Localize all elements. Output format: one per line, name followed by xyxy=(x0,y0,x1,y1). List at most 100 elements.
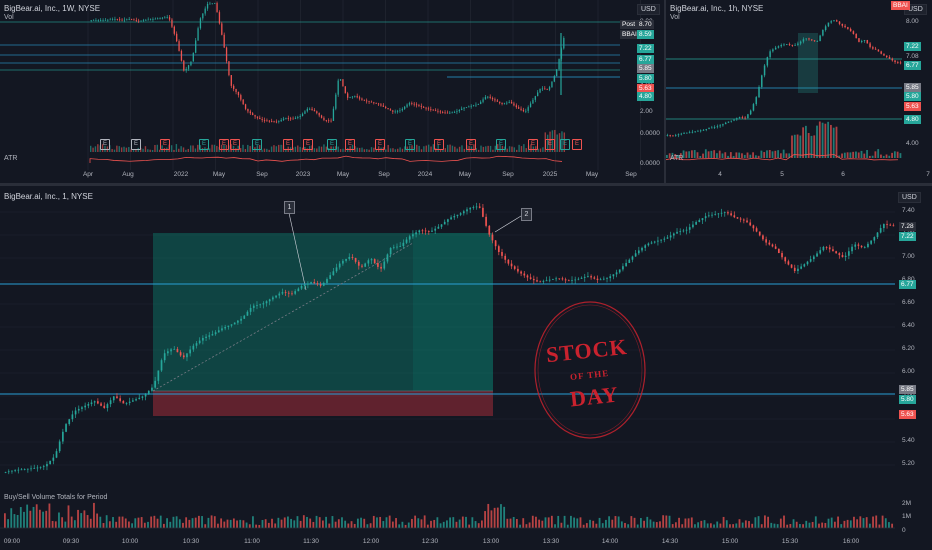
weekly-currency-button[interactable]: USD xyxy=(637,4,660,15)
hourly-candle xyxy=(744,117,746,119)
weekly-candle xyxy=(240,95,242,100)
hourly-candle xyxy=(888,57,891,59)
intraday-volume-bar xyxy=(404,524,407,528)
hourly-volume-bar xyxy=(818,121,821,158)
intraday-candle xyxy=(478,206,481,208)
intraday-volume-bar xyxy=(535,516,537,528)
intraday-volume-bar xyxy=(61,517,64,528)
intraday-candle xyxy=(281,292,284,294)
intraday-volume-bar xyxy=(598,517,601,528)
intraday-time-tick: 15:30 xyxy=(781,538,799,545)
intraday-volume-bar xyxy=(891,523,894,528)
intraday-volume-bar xyxy=(630,516,633,528)
intraday-volume-bar xyxy=(824,522,827,528)
weekly-candle xyxy=(484,96,487,100)
intraday-currency-button[interactable]: USD xyxy=(898,192,921,203)
weekly-volume-bar xyxy=(539,148,542,152)
weekly-volume-bar xyxy=(420,149,423,152)
intraday-candle xyxy=(440,224,443,227)
weekly-volume-bar xyxy=(494,145,496,152)
weekly-candle xyxy=(508,102,510,103)
weekly-volume-bar xyxy=(451,145,454,152)
intraday-volume-bar xyxy=(601,523,604,528)
hourly-candle xyxy=(841,23,844,26)
weekly-candle xyxy=(119,19,121,21)
pane-divider-horizontal[interactable] xyxy=(0,183,932,186)
intraday-candle xyxy=(431,230,433,232)
weekly-chart-canvas[interactable] xyxy=(0,0,664,183)
hourly-symbol-tag: BBAI xyxy=(891,1,910,10)
intraday-price-tick: 6.20 xyxy=(902,345,915,352)
weekly-volume-bar xyxy=(180,146,182,152)
hourly-volume-bar xyxy=(860,150,863,158)
intraday-candle xyxy=(752,225,755,229)
hourly-volume-bar xyxy=(752,152,754,158)
long-position-loss-zone xyxy=(153,391,493,416)
weekly-volume-bar xyxy=(525,148,527,152)
hourly-volume-bar xyxy=(724,152,727,158)
trend-line xyxy=(152,242,414,392)
weekly-candle xyxy=(399,110,401,112)
intraday-candle xyxy=(857,244,860,246)
hourly-time-tick: 7 xyxy=(926,171,930,178)
weekly-candle xyxy=(297,116,299,118)
weekly-candle xyxy=(339,79,342,81)
intraday-candle xyxy=(62,431,64,442)
hourly-volume-bar xyxy=(779,153,782,158)
weekly-volume-bar xyxy=(551,130,554,152)
hourly-candle xyxy=(741,117,744,118)
hourly-candle xyxy=(802,39,805,42)
intraday-chart-canvas[interactable] xyxy=(0,186,932,550)
weekly-volume-bar xyxy=(473,144,475,152)
weekly-candle xyxy=(370,101,373,103)
intraday-volume-bar xyxy=(296,516,299,528)
weekly-candle xyxy=(147,19,149,21)
intraday-candle xyxy=(870,240,872,244)
weekly-candle xyxy=(404,106,406,109)
intraday-volume-bar xyxy=(102,523,105,528)
intraday-volume-bar xyxy=(643,520,645,528)
intraday-candle xyxy=(49,460,51,465)
intraday-volume-bar xyxy=(166,518,168,528)
intraday-volume-bar xyxy=(417,518,420,528)
weekly-candle xyxy=(161,17,164,19)
intraday-volume-bar xyxy=(197,515,200,528)
intraday-volume-bar xyxy=(465,516,467,528)
weekly-candle xyxy=(311,108,313,111)
weekly-volume-bar xyxy=(454,146,456,152)
intraday-chart-pane[interactable]: BigBear.ai, Inc., 1, NYSE USD Buy/Sell V… xyxy=(0,186,932,550)
intraday-candle xyxy=(370,259,373,261)
intraday-candle xyxy=(758,231,761,236)
hourly-chart-pane[interactable]: BigBear.ai, Inc., 1h, NYSE Vol ATR USD B… xyxy=(666,0,932,183)
weekly-volume-bar xyxy=(399,147,401,152)
weekly-candle xyxy=(361,98,363,100)
weekly-volume-bar xyxy=(318,146,320,152)
intraday-candle xyxy=(497,246,500,252)
intraday-candle xyxy=(523,273,526,276)
intraday-candle xyxy=(879,228,882,233)
hourly-chart-canvas[interactable] xyxy=(666,0,932,183)
weekly-volume-bar xyxy=(159,149,161,152)
annotation-marker-1[interactable]: 1 xyxy=(284,201,295,214)
weekly-chart-pane[interactable]: BigBear.ai, Inc., 1W, NYSE Vol ATR USD 8… xyxy=(0,0,664,183)
pane-divider-vertical[interactable] xyxy=(664,0,666,183)
intraday-volume-bar xyxy=(414,515,417,528)
weekly-volume-bar xyxy=(206,148,209,152)
hourly-volume-bar xyxy=(757,155,760,158)
intraday-volume-bar xyxy=(89,518,92,528)
hourly-candle xyxy=(838,21,841,24)
hourly-candle xyxy=(874,48,877,50)
hourly-candle xyxy=(783,44,785,46)
intraday-volume-bar xyxy=(554,524,556,528)
intraday-candle xyxy=(647,243,650,246)
intraday-volume-bar xyxy=(344,520,347,528)
intraday-volume-bar xyxy=(706,523,709,528)
intraday-volume-bar xyxy=(624,522,626,528)
weekly-candle xyxy=(396,110,399,112)
hourly-candle xyxy=(791,44,794,46)
weekly-volume-bar xyxy=(297,145,299,152)
weekly-candle xyxy=(282,118,285,120)
annotation-marker-2[interactable]: 2 xyxy=(521,208,532,221)
hourly-candle xyxy=(749,110,752,115)
intraday-volume-bar xyxy=(700,520,703,528)
